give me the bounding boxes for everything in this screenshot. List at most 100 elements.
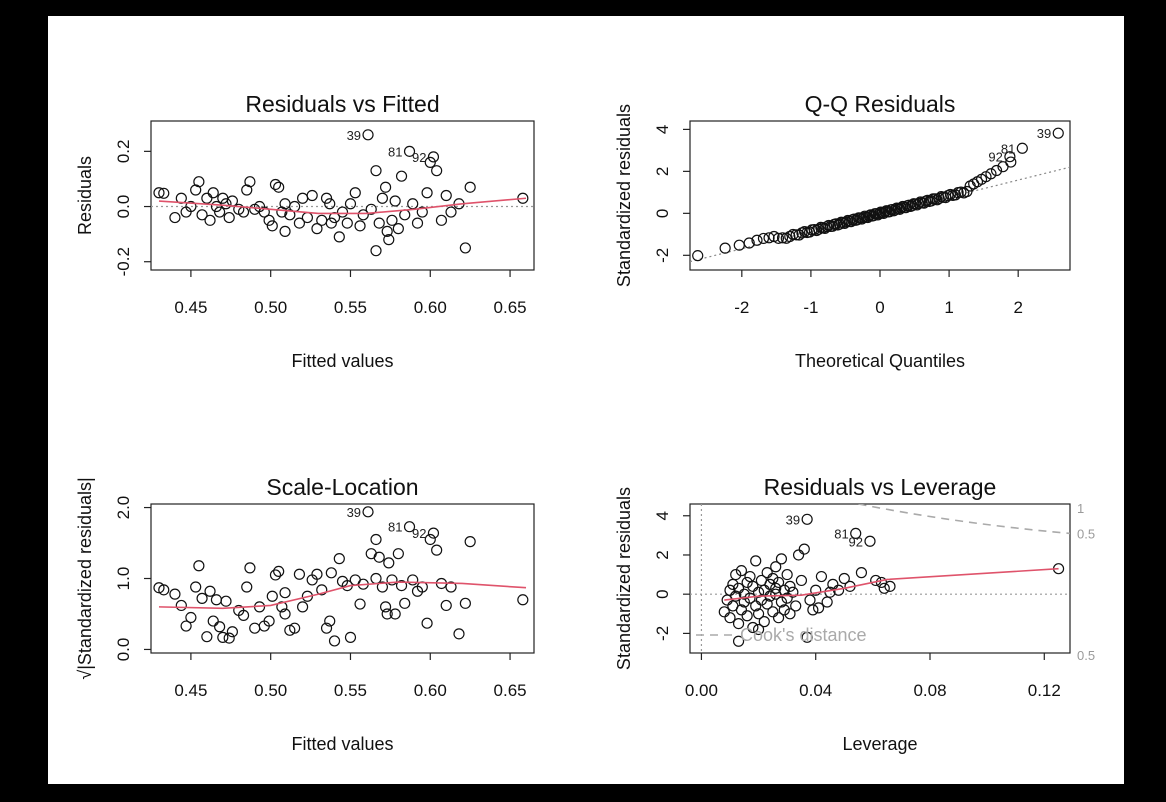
data-point [266,220,278,232]
data-point [389,608,401,620]
data-point [354,220,366,232]
data-point [362,506,374,518]
data-point [733,239,745,251]
data-point [747,580,759,592]
data-point [311,568,323,580]
data-point [362,129,374,141]
data-point [812,602,825,614]
data-point [193,560,205,572]
data-point [821,596,833,608]
data-point [775,553,788,565]
data-point [180,620,192,632]
y-tick-label: 0.0 [114,195,133,219]
data-point [357,209,369,221]
point-label: 39 [786,512,800,527]
data-point [399,209,411,221]
data-point [435,214,448,226]
data-point [407,198,419,210]
data-point [464,536,476,548]
data-point [169,588,181,600]
y-tick-label: -0.2 [114,247,133,276]
data-point [169,211,181,224]
data-point [459,242,471,254]
data-point [732,582,745,594]
x-tick-label: 0.50 [254,298,287,317]
data-point [743,237,755,249]
data-point [354,598,366,610]
y-tick-label: 4 [653,511,672,520]
data-point [269,178,282,191]
plot-area [690,504,1070,653]
data-point [214,206,226,218]
plot-title: Residuals vs Leverage [764,474,997,500]
data-point [386,214,398,226]
x-tick-label: 0.50 [254,681,287,700]
x-tick-label: -2 [734,298,749,317]
data-point [784,608,796,620]
data-point [1004,151,1016,163]
data-point [810,584,822,596]
data-point [244,176,256,188]
data-point [424,533,436,546]
cooks-contour-curve [858,504,1070,535]
data-point [724,612,736,624]
data-point [223,211,235,224]
data-point [341,217,353,229]
data-point [297,192,309,204]
data-point [185,200,197,213]
plot-frame [689,503,1071,654]
panel-3: Scale-Location 0.45 0.50 0.55 0.60 0.65 Fitted… [75,474,535,754]
x-tick-label: 0.12 [1028,681,1061,700]
y-tick-label: 2 [653,167,672,176]
data-point [373,551,385,563]
data-point [793,229,805,241]
point-label: 92 [412,150,426,165]
data-point [153,187,165,199]
data-point [772,232,785,244]
data-point [370,572,382,585]
data-point [431,165,443,177]
point-label: 92 [988,150,1002,165]
data-point [795,574,808,587]
point-label: 39 [347,505,361,520]
data-point [279,587,291,599]
data-point [379,601,392,613]
data-point [370,165,382,177]
x-tick-label: 0.04 [799,681,832,700]
data-point [381,225,393,237]
data-point [237,609,250,621]
y-tick-label: 2 [653,550,672,559]
data-point [386,574,398,586]
data-point [431,544,443,556]
data-point [392,223,404,235]
data-point [878,582,890,594]
data-point [761,567,773,579]
y-axis: 0.0 1.0 2.0 [114,496,151,661]
data-point [241,581,253,593]
data-point [864,535,876,547]
x-tick-label: 0.55 [334,681,367,700]
y-axis: -0.2 0.0 0.2 [114,140,151,276]
data-point [349,187,361,199]
x-axis-label: Theoretical Quantiles [795,351,965,371]
data-point [692,250,704,262]
point-label: 81 [388,520,402,535]
point-label: 81 [834,526,848,541]
data-point [324,615,336,627]
data-point [370,245,382,257]
chart-canvas: Residuals vs Fitted 0.45 0.50 0.55 0.60 0.65 F… [48,16,1124,784]
data-point [819,222,831,235]
data-point [440,599,452,612]
y-tick-label: 1.0 [114,567,133,591]
data-point [293,568,306,580]
y-tick-label: 2.0 [114,496,133,520]
data-point [210,594,223,606]
data-point [724,584,736,596]
cooks-contour-label: 0.5 [1077,648,1095,663]
data-point [383,557,395,569]
data-point [395,579,408,592]
data-point [801,513,813,525]
data-point [403,145,416,157]
data-point [273,565,285,578]
